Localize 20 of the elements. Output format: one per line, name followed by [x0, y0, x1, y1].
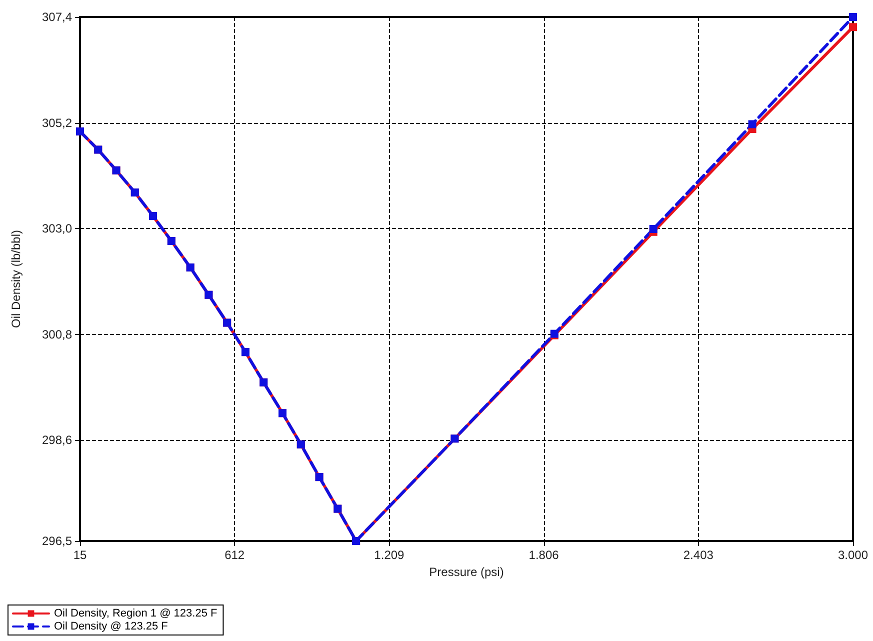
x-tick-label: 1.209 [374, 548, 405, 562]
point [748, 120, 756, 128]
y-tick-label: 298,6 [42, 433, 72, 448]
y-axis-title: Oil Density (lb/bbl) [9, 230, 23, 328]
x-tick-label: 15 [73, 548, 87, 562]
y-tick-label: 307,4 [42, 10, 72, 24]
point [849, 23, 857, 32]
legend-label: Oil Density @ 123.25 F [54, 620, 168, 632]
point [649, 225, 658, 234]
x-tick-label: 612 [224, 548, 245, 562]
x-tick-label: 1.806 [528, 548, 560, 562]
x-tick-label: 3.000 [838, 548, 868, 562]
x-tick-label: 2.403 [683, 548, 714, 562]
y-tick-label: 305,2 [42, 116, 72, 130]
y-tick-label: 303,0 [42, 222, 72, 236]
legend-label: Oil Density, Region 1 @ 123.25 F [54, 608, 218, 620]
y-tick-label: 300,8 [42, 327, 72, 342]
y-tick-label: 296,5 [42, 534, 72, 548]
x-axis-title: Pressure (psi) [429, 564, 504, 579]
point [849, 13, 857, 21]
